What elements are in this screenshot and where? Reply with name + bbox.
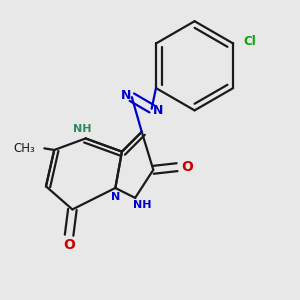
Text: CH₃: CH₃ bbox=[13, 142, 35, 155]
Text: NH: NH bbox=[73, 124, 92, 134]
Text: N: N bbox=[111, 192, 120, 202]
Text: N: N bbox=[121, 89, 131, 102]
Text: O: O bbox=[63, 238, 75, 252]
Text: N: N bbox=[152, 104, 163, 117]
Text: O: O bbox=[181, 160, 193, 174]
Text: NH: NH bbox=[133, 200, 152, 210]
Text: Cl: Cl bbox=[243, 35, 256, 48]
